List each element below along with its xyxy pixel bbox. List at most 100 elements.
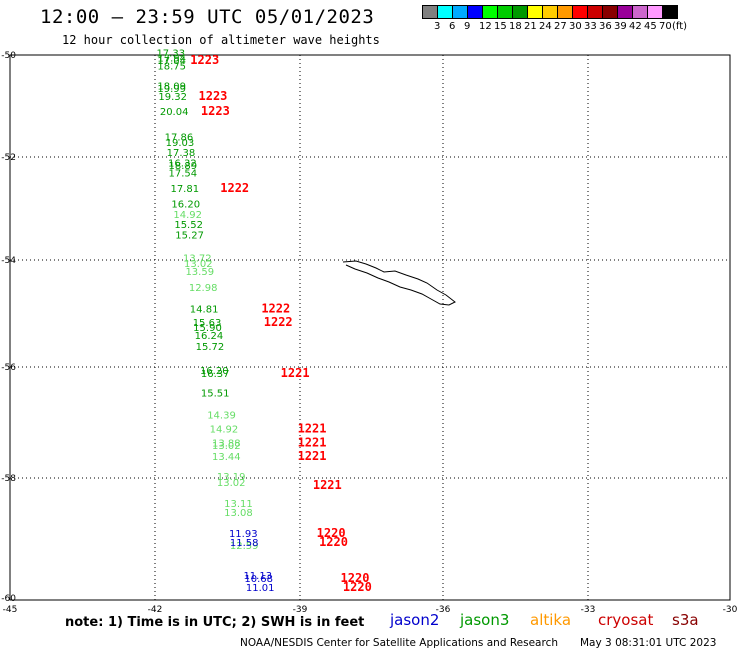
- swh-value: 13.02: [212, 441, 241, 452]
- swh-value: 13.02: [217, 478, 246, 489]
- pass-time: 1221: [281, 366, 310, 380]
- swh-value: 12.59: [230, 541, 259, 552]
- pass-time: 1222: [264, 315, 293, 329]
- pass-time: 1220: [343, 580, 372, 594]
- pass-time: 1220: [317, 526, 346, 540]
- longitude-tick: -33: [581, 605, 596, 615]
- pass-time: 1221: [313, 478, 342, 492]
- pass-time: 1220: [341, 571, 370, 585]
- legend-tick: 18: [509, 21, 522, 32]
- swh-value: 20.04: [160, 107, 189, 118]
- legend-swatch: [662, 5, 678, 19]
- swh-value: 11.93: [229, 529, 258, 540]
- graticule-grid: [10, 55, 730, 600]
- legend-tick-labels: 3 6 9 12 15 18 21 24 27 30 33 36 39 42 45 70 (ft): [422, 21, 740, 35]
- longitude-tick: -39: [293, 605, 308, 615]
- wave-height-color-legend: 3 6 9 12 15 18 21 24 27 30 33 36 39 42 45 70 (ft): [422, 5, 687, 32]
- swh-value: 15.52: [174, 220, 203, 231]
- swh-value: 17.86: [165, 133, 194, 144]
- swh-value: 18.89: [169, 161, 198, 172]
- swh-value: 18.75: [157, 61, 186, 72]
- latitude-tick: -56: [1, 363, 16, 373]
- legend-tick: 33: [584, 21, 597, 32]
- latitude-tick: -52: [1, 153, 16, 163]
- swh-value: 17.94: [157, 54, 186, 65]
- swh-value: 16.20: [200, 366, 229, 377]
- legend-tick: 24: [539, 21, 552, 32]
- pass-time: 1220: [319, 535, 348, 549]
- swh-value: 19.32: [158, 92, 187, 103]
- south-georgia-coastline: [342, 260, 456, 306]
- longitude-tick: -45: [3, 605, 18, 615]
- pass-time: 1222: [261, 301, 290, 315]
- legend-unit: (ft): [672, 21, 688, 32]
- pass-time: 1223: [201, 104, 230, 118]
- longitude-labels: -45 -42 -39 -36 -33 -30: [3, 605, 738, 615]
- swh-value: 17.38: [167, 148, 196, 159]
- swh-value: 17.33: [156, 49, 185, 60]
- latitude-tick: -60: [1, 594, 16, 604]
- legend-tick: 30: [569, 21, 582, 32]
- pass-time: 1221: [298, 421, 327, 435]
- legend-color-bar: [422, 5, 678, 19]
- swh-value: 13.59: [185, 267, 214, 278]
- swh-value: 16.32: [168, 158, 197, 169]
- swh-value: 13.19: [217, 472, 246, 483]
- swh-value: 15.51: [201, 388, 230, 399]
- legend-tick: 21: [524, 21, 537, 32]
- pass-time: 1221: [298, 449, 327, 463]
- swh-value: 15.72: [196, 342, 225, 353]
- swh-value: 13.11: [224, 499, 253, 510]
- swh-value: 14.92: [210, 424, 239, 435]
- map-title: 12:00 — 23:59 UTC 05/01/2023: [40, 6, 375, 28]
- latitude-tick: -58: [1, 474, 16, 484]
- legend-tick: 70: [659, 21, 672, 32]
- swh-value: 17.54: [169, 169, 198, 180]
- swh-value: 16.37: [201, 369, 230, 380]
- map-subtitle: 12 hour collection of altimeter wave hei…: [62, 33, 380, 47]
- swh-value: 10.68: [244, 574, 273, 585]
- pass-time: 1222: [220, 181, 249, 195]
- swh-value: 13.72: [183, 254, 212, 265]
- swh-value: 16.24: [195, 331, 224, 342]
- swh-value: 11.58: [230, 538, 259, 549]
- swh-value: 11.13: [243, 571, 272, 582]
- legend-tick: 27: [554, 21, 567, 32]
- swh-value: 13.88: [212, 438, 241, 449]
- swh-value: 15.90: [193, 323, 222, 334]
- swh-value: 17.81: [170, 184, 199, 195]
- pass-time: 1223: [190, 53, 219, 67]
- longitude-tick: -36: [436, 605, 451, 615]
- swh-value: 11.01: [246, 583, 275, 594]
- legend-tick: 12: [479, 21, 492, 32]
- swh-value: 18.09: [157, 82, 186, 93]
- swh-value: 13.02: [184, 259, 213, 270]
- legend-tick: 42: [629, 21, 642, 32]
- swh-value: 16.20: [171, 199, 200, 210]
- longitude-tick: -30: [723, 605, 738, 615]
- swh-value: 15.63: [193, 318, 222, 329]
- legend-tick: 3: [434, 21, 441, 32]
- swh-value: 12.98: [189, 283, 218, 294]
- swh-value: 17.04: [157, 56, 186, 67]
- legend-tick: 45: [644, 21, 657, 32]
- latitude-tick: -54: [1, 256, 16, 266]
- legend-tick: 39: [614, 21, 627, 32]
- legend-tick: 36: [599, 21, 612, 32]
- legend-tick: 15: [494, 21, 507, 32]
- swh-value: 19.99: [157, 84, 186, 95]
- legend-tick: 6: [449, 21, 456, 32]
- legend-tick: 9: [464, 21, 471, 32]
- latitude-tick: -50: [1, 51, 16, 61]
- swh-value: 14.92: [173, 210, 202, 221]
- swh-value: 13.08: [224, 508, 253, 519]
- swh-value: 14.81: [190, 304, 219, 315]
- pass-time-labels: 1223122312231222122212221221122112211221…: [190, 53, 372, 594]
- map-frame: [9, 54, 731, 601]
- swh-value: 13.44: [212, 452, 241, 463]
- swh-value: 14.39: [207, 411, 236, 422]
- swh-value: 19.03: [166, 138, 195, 149]
- swh-value: 15.27: [175, 230, 204, 241]
- pass-time: 1221: [298, 435, 327, 449]
